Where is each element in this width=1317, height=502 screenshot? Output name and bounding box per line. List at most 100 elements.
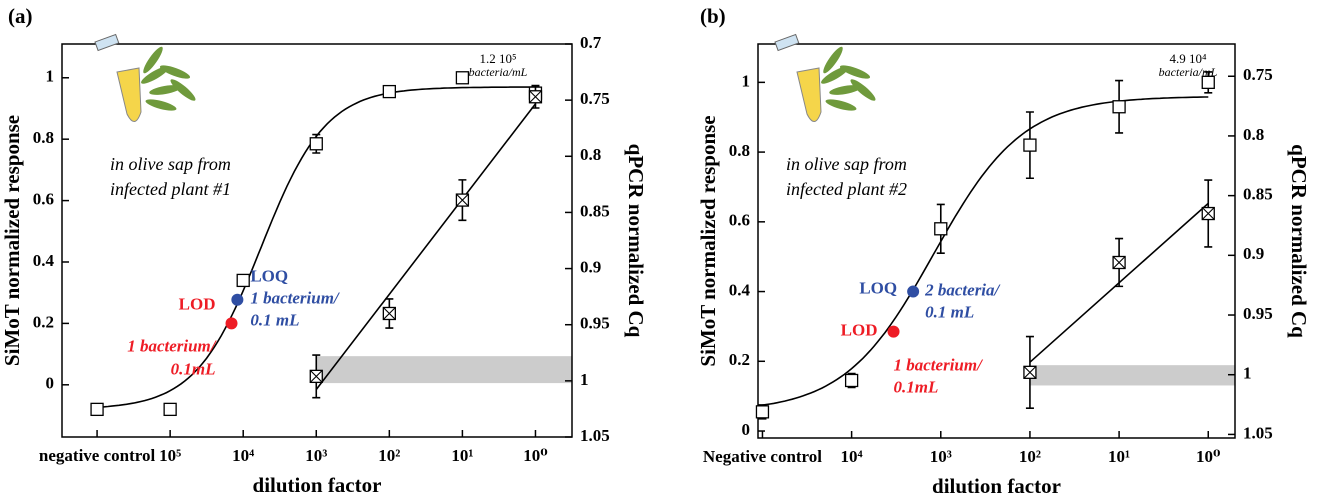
y-axis-label: SiMoT normalized response	[696, 115, 720, 366]
x-tick-label: 10¹	[451, 446, 473, 465]
y-tick-label: 0.6	[33, 189, 54, 208]
icon-leaf	[170, 79, 196, 101]
x-axis-label: dilution factor	[253, 473, 382, 497]
icon-tube	[116, 67, 142, 122]
marker	[844, 373, 859, 388]
marker	[163, 402, 177, 417]
limit-label: LOD	[179, 294, 216, 313]
y2-tick-label: 0.95	[580, 314, 610, 333]
y2-tick-label: 0.75	[1243, 65, 1273, 84]
unit-note: bacteria/mL	[1159, 65, 1218, 79]
marker	[934, 222, 948, 236]
y2-tick-label: 0.8	[580, 145, 601, 164]
panel-label: (a)	[8, 4, 33, 28]
fit-line	[315, 103, 537, 390]
sample-note: infected plant #1	[110, 179, 231, 199]
limit-label: LOQ	[250, 267, 288, 286]
y-tick-label: 1	[46, 67, 55, 86]
marker	[455, 71, 470, 85]
y2-tick-label: 0.9	[1243, 244, 1264, 263]
y2-tick-label: 0.85	[1243, 185, 1273, 204]
y2-tick-label: 0.85	[580, 201, 610, 220]
fit-curve	[762, 96, 1209, 406]
limit-text: 1 bacterium/	[894, 356, 985, 375]
y2-tick-label: 0.8	[1243, 125, 1264, 144]
limit-label: LOD	[841, 321, 878, 340]
marker-cross	[456, 193, 469, 207]
x-tick-label: 10⁴	[232, 446, 254, 465]
icon-dropper	[94, 33, 120, 52]
y-axis-label: SiMoT normalized response	[0, 115, 24, 366]
limit-text: 0.1mL	[171, 359, 216, 378]
marker-cross	[382, 307, 396, 320]
sample-note: in olive sap from	[786, 154, 907, 174]
sample-note: infected plant #2	[786, 179, 907, 199]
icon-leaf	[823, 46, 843, 74]
marker-cross	[1023, 365, 1037, 379]
x-tick-label: 10⁴	[841, 447, 863, 466]
baseline-band	[316, 356, 572, 384]
limit-text: 2 bacteria/	[924, 280, 1001, 299]
y-tick-label: 0.4	[33, 251, 55, 270]
icon-leaf	[839, 65, 871, 79]
marker-cross	[1201, 207, 1215, 220]
icon-dropper	[774, 33, 800, 52]
y2-tick-label: 0.75	[580, 89, 610, 108]
y-tick-label: 1	[742, 71, 751, 90]
icon-tube	[796, 67, 822, 122]
y-tick-label: 0.4	[729, 280, 751, 299]
plot-frame	[757, 43, 1236, 439]
x-tick-label: 10²	[1019, 447, 1041, 466]
marker	[755, 405, 770, 419]
icon-leaf	[159, 65, 191, 79]
panel: (b) 0 0.2 0.4 0.6 0.8 1 0.75 0.8 0.85 0.9 0.95 1 1.05…	[696, 4, 1311, 498]
y2-tick-label: 1	[1243, 364, 1252, 383]
baseline-band	[1029, 365, 1235, 386]
marker	[1023, 138, 1037, 152]
y2-tick-label: 0.7	[580, 33, 602, 52]
y2-axis-label: qPCR normalized Cq	[624, 144, 648, 338]
limit-point	[231, 293, 244, 306]
icon-leaf	[850, 79, 876, 101]
y-tick-label: 0.2	[33, 312, 54, 331]
limit-label: LOQ	[859, 278, 897, 297]
x-tick-label: 10⁰	[1196, 447, 1220, 466]
marker	[309, 137, 323, 151]
limit-text: 0.1mL	[894, 378, 939, 397]
x-tick-label: 10⁰	[523, 446, 547, 465]
icon-leaf	[821, 66, 849, 84]
x-tick-label: 10⁵	[159, 446, 181, 465]
icon-leaf	[145, 99, 177, 111]
marker	[382, 84, 396, 99]
limit-text: 0.1 mL	[250, 311, 299, 330]
concentration-note: 4.9 10⁴	[1169, 51, 1207, 66]
marker-cross	[1112, 256, 1126, 269]
x-tick-label: 10³	[930, 447, 952, 466]
limit-text: 0.1 mL	[925, 302, 974, 321]
y-tick-label: 0.8	[33, 128, 54, 147]
x-tick-label: 10¹	[1108, 447, 1130, 466]
icon-leaf	[143, 46, 163, 74]
y-tick-label: 0.6	[729, 211, 750, 230]
marker	[236, 273, 250, 288]
y2-tick-label: 1.05	[1243, 423, 1273, 442]
marker-cross	[309, 369, 323, 383]
panel: (a) 0 0.2 0.4 0.6 0.8 1 0.7 0.75 0.8 0.85 0.9 0.95 1 1…	[0, 4, 648, 497]
x-tick-label: 10²	[378, 446, 400, 465]
icon-leaf	[141, 66, 169, 84]
y-tick-label: 0.8	[729, 141, 750, 160]
x-tick-label: 10³	[305, 446, 327, 465]
y2-tick-label: 1	[580, 370, 589, 389]
panel-label: (b)	[700, 4, 726, 28]
concentration-note: 1.2 10⁵	[479, 51, 516, 66]
x-tick-label: Negative control	[703, 447, 822, 466]
y2-tick-label: 0.9	[580, 257, 601, 276]
y-tick-label: 0	[742, 420, 751, 439]
marker	[1112, 100, 1126, 114]
limit-point	[225, 317, 238, 330]
y2-tick-label: 0.95	[1243, 304, 1273, 323]
y2-tick-label: 1.05	[580, 426, 610, 445]
limit-point	[907, 285, 920, 298]
icon-leaf	[149, 85, 181, 95]
